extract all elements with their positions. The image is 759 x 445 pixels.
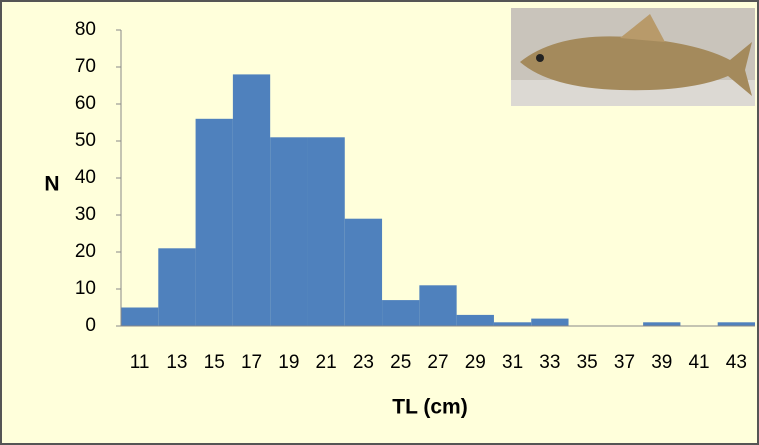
y-tick-label: 10 — [75, 278, 96, 299]
y-tick-label: 60 — [75, 93, 96, 114]
x-tick-label: 31 — [502, 352, 523, 373]
bar — [270, 137, 307, 326]
x-tick-label: 33 — [539, 352, 560, 373]
bar — [531, 319, 568, 326]
x-tick-label: 37 — [614, 352, 635, 373]
fish-photo — [511, 8, 755, 106]
y-tick-label: 40 — [75, 167, 96, 188]
x-tick-label: 21 — [316, 352, 337, 373]
x-tick-label: 19 — [278, 352, 299, 373]
y-tick-label: 50 — [75, 130, 96, 151]
bar — [643, 322, 680, 326]
bar — [307, 137, 344, 326]
y-tick-label: 70 — [75, 56, 96, 77]
x-tick-label: 17 — [241, 352, 262, 373]
y-tick-label: 80 — [75, 19, 96, 40]
x-tick-label: 25 — [390, 352, 411, 373]
y-tick-label: 30 — [75, 204, 96, 225]
bar — [233, 74, 270, 326]
page: N TL (cm) 0 10 20 30 40 50 60 70 80 11 13 15 17 19 21 2… — [0, 0, 759, 445]
bar — [718, 322, 755, 326]
chart: N TL (cm) 0 10 20 30 40 50 60 70 80 11 13 15 17 19 21 2… — [0, 0, 759, 445]
y-axis-title: N — [44, 173, 59, 196]
bar — [158, 248, 195, 326]
y-tick-label: 0 — [85, 315, 96, 336]
fish-eye — [536, 54, 544, 62]
x-tick-label: 13 — [166, 352, 187, 373]
x-tick-label: 35 — [577, 352, 598, 373]
bar — [419, 285, 456, 326]
bar — [494, 322, 531, 326]
x-tick-label: 23 — [353, 352, 374, 373]
x-tick-label: 41 — [688, 352, 709, 373]
x-tick-label: 15 — [204, 352, 225, 373]
bar — [457, 315, 494, 326]
x-tick-label: 39 — [651, 352, 672, 373]
bar — [382, 300, 419, 326]
bar — [121, 308, 158, 327]
x-axis-title: TL (cm) — [392, 396, 467, 419]
x-tick-label: 27 — [427, 352, 448, 373]
x-tick-label: 11 — [130, 352, 150, 373]
bar — [345, 219, 382, 326]
y-tick-label: 20 — [75, 241, 96, 262]
bar — [196, 119, 233, 326]
x-tick-label: 43 — [726, 352, 747, 373]
x-tick-label: 29 — [465, 352, 486, 373]
